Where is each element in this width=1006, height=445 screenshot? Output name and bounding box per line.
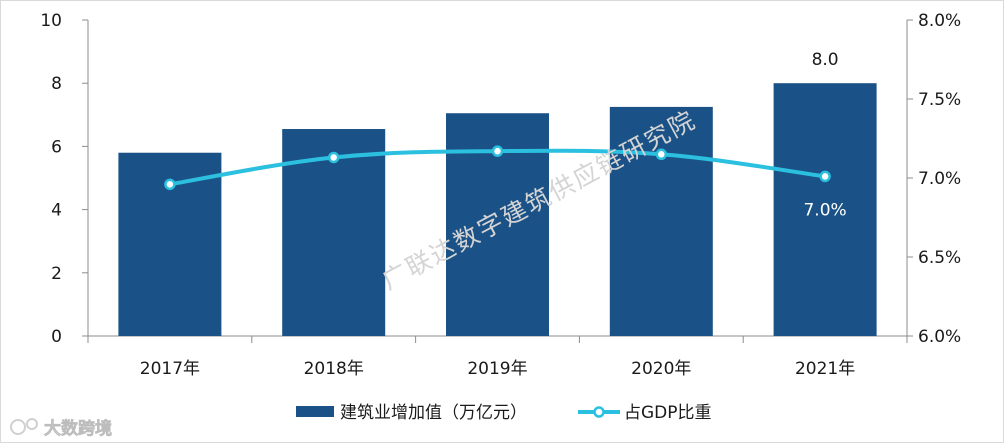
source-mark-text: 大数跨境 xyxy=(44,418,112,439)
x-tick-label: 2021年 xyxy=(795,359,855,379)
line-series-group xyxy=(164,145,831,191)
bar xyxy=(609,106,713,337)
line-point xyxy=(655,148,668,161)
left-tick-label: 10 xyxy=(40,11,62,31)
labels-group: 8.0 7.0% xyxy=(803,50,846,220)
x-tick-label: 2017年 xyxy=(140,359,200,379)
x-tick-label: 2019年 xyxy=(467,359,527,379)
data-label: 8.0 xyxy=(812,50,839,70)
line-point xyxy=(491,145,504,157)
legend: 建筑业增加值（万亿元） 占GDP比重 xyxy=(296,403,712,423)
line-point xyxy=(327,151,340,164)
right-tick-label: 6.5% xyxy=(918,248,961,268)
data-label: 7.0% xyxy=(803,200,846,220)
right-tick-label: 8.0% xyxy=(918,11,961,31)
left-tick-label: 0 xyxy=(51,327,62,347)
x-tick-label: 2018年 xyxy=(304,359,364,379)
legend-label-bar: 建筑业增加值（万亿元） xyxy=(340,403,527,423)
legend-marker-line xyxy=(593,406,605,418)
line-point xyxy=(164,178,176,191)
right-tick-label: 7.5% xyxy=(918,90,961,110)
left-tick-label: 2 xyxy=(51,264,62,284)
left-tick-label: 6 xyxy=(51,137,62,157)
right-tick-label: 7.0% xyxy=(918,169,961,189)
source-mark: 大数跨境 xyxy=(10,418,112,439)
left-tick-label: 4 xyxy=(51,201,62,221)
x-tick-label: 2020年 xyxy=(631,359,691,379)
bar xyxy=(773,83,877,336)
source-logo-icon-inner xyxy=(26,418,38,430)
line-point xyxy=(819,170,831,183)
source-logo-icon xyxy=(10,419,26,435)
legend-swatch-bar xyxy=(296,406,334,417)
right-tick-label: 6.0% xyxy=(918,327,961,347)
legend-label-line: 占GDP比重 xyxy=(624,403,712,423)
axes-group: 0 2 4 6 8 10 6.0% 6.5% 7.0% 7.5% 8.0% 2017年 2018年 201… xyxy=(40,11,961,379)
left-tick-label: 8 xyxy=(51,74,62,94)
